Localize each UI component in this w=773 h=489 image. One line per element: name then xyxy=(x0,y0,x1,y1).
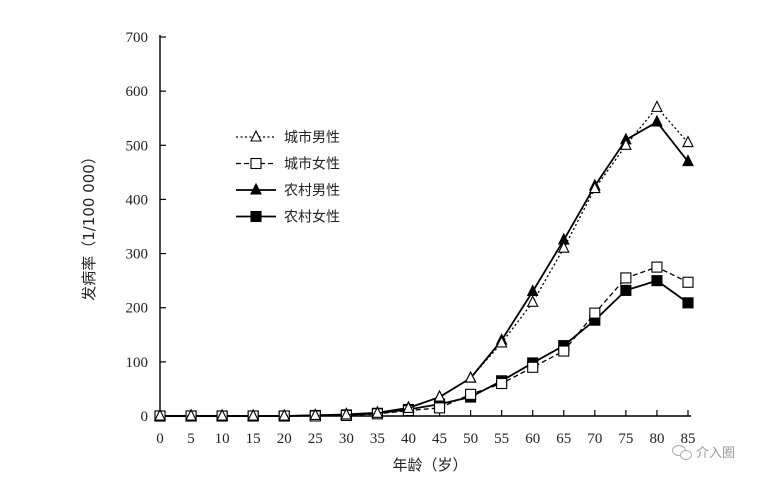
data-point xyxy=(651,261,663,273)
x-tick-label: 15 xyxy=(246,431,261,447)
data-point xyxy=(619,138,632,150)
series-line xyxy=(160,106,689,417)
x-tick-label: 0 xyxy=(156,431,164,447)
data-point xyxy=(620,284,632,296)
data-point xyxy=(433,389,446,402)
x-tick-label: 45 xyxy=(432,431,447,447)
data-point xyxy=(651,100,663,112)
series-line xyxy=(160,120,689,417)
data-point xyxy=(557,240,570,253)
y-tick-label: 500 xyxy=(126,138,149,154)
y-tick-label: 700 xyxy=(126,30,149,46)
watermark-text: 介入圈 xyxy=(695,446,735,461)
y-tick-label: 300 xyxy=(126,247,149,263)
legend-label: 城市女性 xyxy=(284,156,340,173)
legend-label: 城市男性 xyxy=(284,129,340,146)
series-line xyxy=(160,266,689,417)
data-point xyxy=(526,295,539,307)
x-tick-label: 10 xyxy=(215,431,230,447)
data-point xyxy=(682,276,694,288)
x-tick-label: 50 xyxy=(463,431,478,447)
data-point xyxy=(433,402,446,414)
wechat-icon xyxy=(671,444,692,460)
data-point xyxy=(402,401,415,413)
data-point xyxy=(154,408,166,421)
data-point xyxy=(527,361,539,373)
legend-item: 城市男性 xyxy=(236,129,340,146)
x-tick-label: 30 xyxy=(339,431,354,447)
data-point xyxy=(682,135,694,148)
y-tick-label: 600 xyxy=(126,84,149,100)
data-point xyxy=(495,335,508,348)
legend-label: 农村女性 xyxy=(284,209,340,226)
data-point xyxy=(589,307,601,319)
x-tick-label: 60 xyxy=(525,431,540,447)
data-point xyxy=(247,408,260,421)
y-tick-label: 100 xyxy=(126,355,149,371)
legend-marker xyxy=(250,182,262,195)
legend-item: 城市女性 xyxy=(236,156,340,173)
legend-label: 农村男性 xyxy=(284,183,340,199)
legend-item: 农村男性 xyxy=(236,182,340,199)
series-2 xyxy=(154,261,694,422)
data-point xyxy=(371,406,384,418)
data-point xyxy=(278,408,291,421)
legend-item: 农村女性 xyxy=(236,209,340,226)
x-tick-label: 40 xyxy=(401,431,416,447)
data-point xyxy=(588,181,601,194)
series-1 xyxy=(154,100,694,421)
x-tick-label: 20 xyxy=(277,431,292,447)
legend-marker xyxy=(250,129,262,142)
data-point xyxy=(558,345,570,357)
data-point xyxy=(620,272,632,284)
watermark: 介入圈 xyxy=(671,442,735,461)
data-point xyxy=(340,407,353,420)
data-point xyxy=(465,388,477,400)
data-point xyxy=(464,370,477,383)
x-tick-label: 75 xyxy=(618,431,633,447)
chart-axes xyxy=(159,35,691,417)
data-point xyxy=(651,114,663,127)
y-tick-label: 400 xyxy=(126,192,149,208)
series-line xyxy=(160,279,689,417)
data-point xyxy=(216,408,229,421)
x-tick-label: 80 xyxy=(649,431,664,447)
data-point xyxy=(185,408,197,421)
data-point xyxy=(651,275,663,287)
x-tick-label: 25 xyxy=(308,431,323,447)
x-axis-title: 年龄（岁） xyxy=(392,456,467,474)
data-point xyxy=(309,408,322,421)
series-3 xyxy=(154,114,694,421)
x-tick-label: 55 xyxy=(494,431,509,447)
x-tick-label: 65 xyxy=(556,431,571,447)
x-tick-label: 70 xyxy=(587,431,602,447)
data-point xyxy=(496,377,508,390)
y-tick-label: 0 xyxy=(141,409,149,425)
y-axis-title: 发病率（1/100 000） xyxy=(80,149,98,301)
chart-series xyxy=(154,100,694,422)
legend-marker xyxy=(250,157,262,170)
y-tick-label: 200 xyxy=(126,301,149,317)
data-point xyxy=(682,154,694,167)
x-tick-label: 35 xyxy=(370,431,385,447)
x-tick-label: 5 xyxy=(187,431,195,447)
data-point xyxy=(682,297,694,309)
x-tick-label: 85 xyxy=(681,431,696,447)
y-axis-ticks: 0 100 200 300 400 500 600 700 xyxy=(126,30,166,425)
series-4 xyxy=(154,275,694,422)
legend-marker xyxy=(250,210,262,223)
